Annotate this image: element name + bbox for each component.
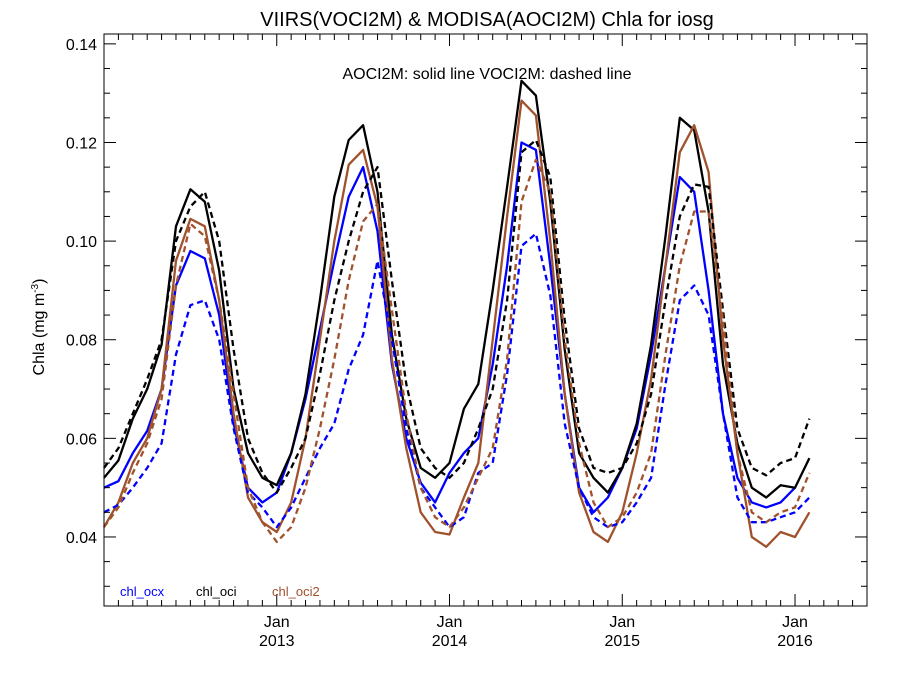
series-line-chl-ocx-voci2m	[103, 232, 811, 529]
chart-title: VIIRS(VOCI2M) & MODISA(AOCI2M) Chla for …	[260, 9, 713, 31]
x-tick-label-month: Jan	[264, 614, 290, 631]
y-axis-label-text: Chla (mg m	[31, 293, 48, 376]
chart-subtitle: AOCI2M: solid line VOCI2M: dashed line	[342, 66, 631, 83]
y-tick-label: 0.08	[66, 333, 97, 350]
y-tick-label: 0.04	[66, 530, 97, 547]
x-tick-label-month: Jan	[437, 614, 463, 631]
series-line-chl-oci2-aoci2m	[103, 99, 811, 548]
x-tick-label-month: Jan	[609, 614, 635, 631]
x-tick-label-year: 2016	[777, 633, 813, 650]
series-line-chl-oci2-voci2m	[103, 158, 811, 544]
plot-area	[103, 79, 811, 548]
y-axis-label-exponent: -3	[30, 283, 41, 292]
x-tick-label-month: Jan	[782, 614, 808, 631]
y-tick-label: 0.06	[66, 431, 97, 448]
series-line-chl-ocx-aoci2m	[103, 141, 796, 514]
axes: 0.04 0.06 0.08 0.10 0.12 0.14 Jan 2013 Jan 2014 Ja…	[66, 34, 867, 650]
plot-frame	[103, 33, 868, 607]
y-tick-label: 0.10	[66, 234, 97, 251]
y-axis-label: Chla (mg m-3)	[30, 279, 48, 376]
legend-entry-chl-oci2: chl_oci2	[272, 584, 320, 599]
legend-entry-chl-oci: chl_oci	[196, 584, 237, 599]
x-tick-label-year: 2013	[259, 633, 295, 650]
x-tick-label-year: 2014	[432, 633, 468, 650]
series-line-chl-oci-aoci2m	[103, 79, 811, 499]
legend-entry-chl-ocx: chl_ocx	[120, 584, 165, 599]
y-tick-label: 0.14	[66, 37, 97, 54]
series-line-chl-oci-voci2m	[103, 138, 811, 494]
y-tick-label: 0.12	[66, 135, 97, 152]
legend: chl_ocx chl_oci chl_oci2	[120, 584, 320, 599]
x-tick-label-year: 2015	[604, 633, 640, 650]
y-axis-label-close: )	[31, 279, 48, 284]
